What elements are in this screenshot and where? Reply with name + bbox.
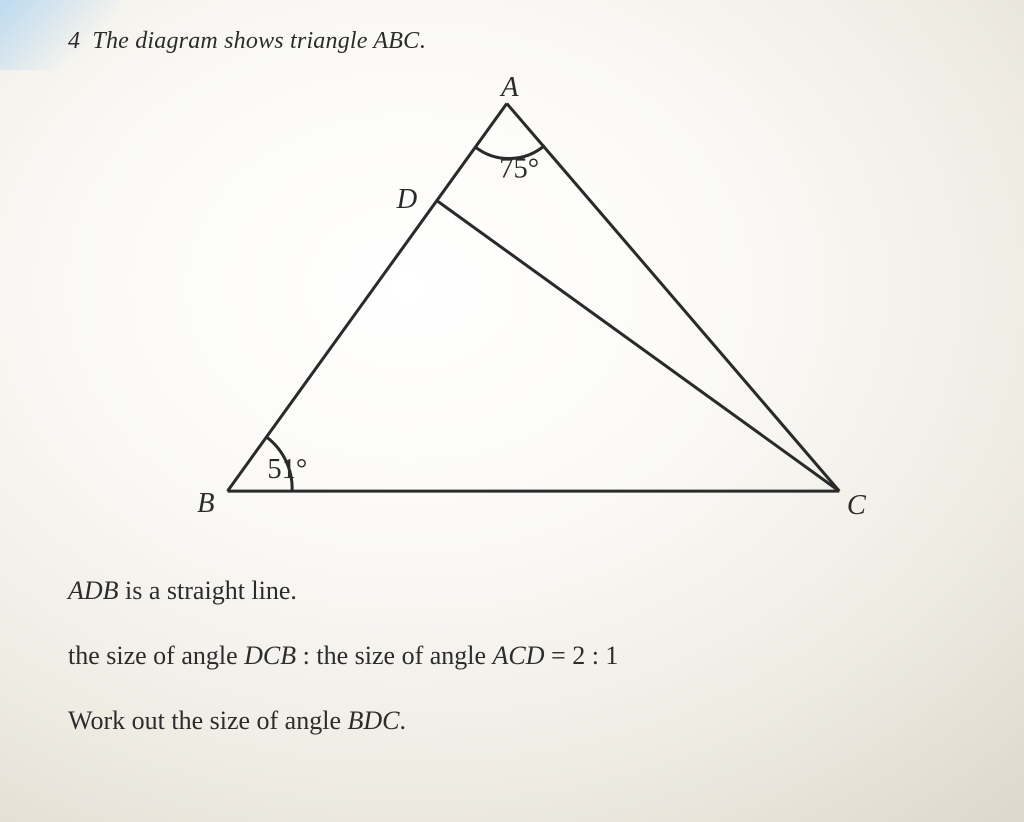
question-stem: 4 The diagram shows triangle ABC.	[68, 28, 976, 55]
line-3-text: Work out the size of angle BDC.	[68, 706, 406, 735]
line-1-text: ADB is a straight line.	[68, 576, 297, 605]
page: 4 The diagram shows triangle ABC. A B C …	[0, 0, 1024, 822]
stem-prefix: The diagram shows triangle	[92, 28, 373, 54]
line-adb-straight: ADB is a straight line.	[68, 573, 976, 608]
figure-container: A B C D 75° 51°	[68, 63, 976, 543]
segment-ca	[507, 104, 840, 492]
vertex-label-c: C	[847, 490, 867, 521]
angle-label-b: 51°	[267, 454, 307, 485]
stem-object: ABC	[373, 28, 419, 54]
segment-ab	[228, 104, 507, 492]
vertex-label-a: A	[499, 72, 519, 103]
line-ratio: the size of angle DCB : the size of angl…	[68, 638, 976, 673]
line-workout: Work out the size of angle BDC.	[68, 703, 976, 738]
vertex-label-d: D	[396, 184, 418, 215]
vertex-label-b: B	[197, 488, 214, 519]
angle-label-a: 75°	[499, 154, 539, 185]
line-2-text: the size of angle DCB : the size of angl…	[68, 641, 618, 670]
triangle-diagram: A B C D 75° 51°	[142, 63, 902, 543]
stem-suffix: .	[419, 28, 425, 54]
segment-dc	[437, 200, 840, 491]
question-number: 4	[68, 28, 80, 54]
